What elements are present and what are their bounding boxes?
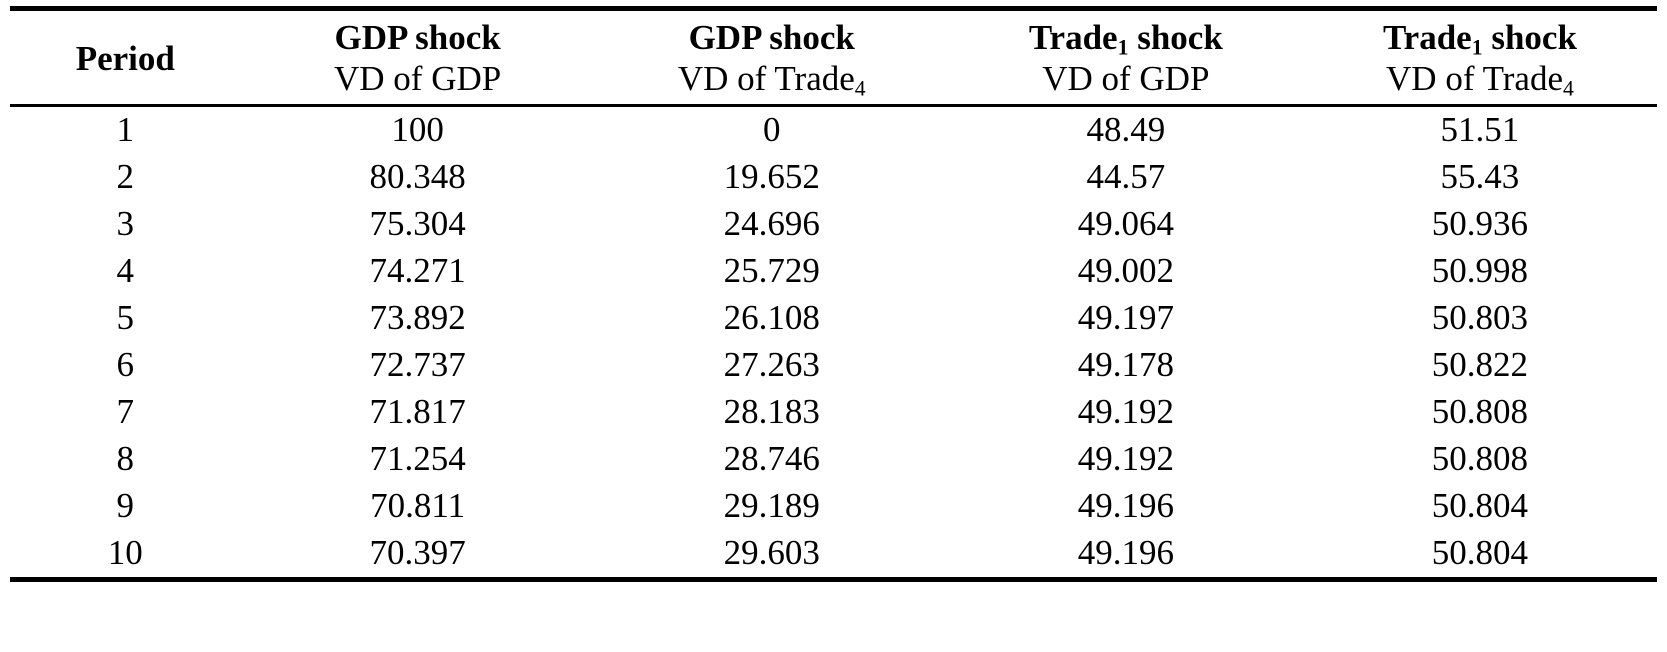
value-cell: 50.822 bbox=[1431, 345, 1529, 385]
value-cell: 51.51 bbox=[1440, 110, 1520, 150]
header-vd-label: VD of Trade4 bbox=[1386, 59, 1574, 101]
table-row: 8 71.254 28.746 49.192 50.808 bbox=[10, 436, 1657, 483]
period-cell: 2 bbox=[116, 157, 135, 197]
value-cell: 71.254 bbox=[369, 439, 466, 479]
value-cell: 55.43 bbox=[1440, 157, 1520, 197]
period-cell: 6 bbox=[116, 345, 135, 385]
value-cell: 50.998 bbox=[1431, 251, 1529, 291]
table-row: 1 100 0 48.49 51.51 bbox=[10, 105, 1657, 154]
header-shock-label: Trade1 shock bbox=[1382, 18, 1577, 60]
value-cell: 28.746 bbox=[723, 439, 820, 479]
value-cell: 49.064 bbox=[1077, 204, 1174, 244]
table-row: 2 80.348 19.652 44.57 55.43 bbox=[10, 154, 1657, 201]
col-header-period: Period bbox=[10, 8, 241, 107]
table-row: 5 73.892 26.108 49.197 50.803 bbox=[10, 295, 1657, 342]
value-cell: 49.002 bbox=[1077, 251, 1174, 291]
header-vd-label: VD of Trade4 bbox=[677, 59, 866, 101]
col-header-trade1-shock-vd-trade4: Trade1 shock VD of Trade4 bbox=[1302, 8, 1657, 107]
value-cell: 50.936 bbox=[1431, 204, 1529, 244]
period-cell: 4 bbox=[116, 251, 135, 291]
value-cell: 50.804 bbox=[1431, 486, 1529, 526]
table-row: 9 70.811 29.189 49.196 50.804 bbox=[10, 483, 1657, 530]
value-cell: 27.263 bbox=[723, 345, 820, 385]
period-cell: 7 bbox=[116, 392, 135, 432]
table-row: 10 70.397 29.603 49.196 50.804 bbox=[10, 530, 1657, 580]
table-row: 7 71.817 28.183 49.192 50.808 bbox=[10, 389, 1657, 436]
value-cell: 71.817 bbox=[369, 392, 466, 432]
header-shock-label: Trade1 shock bbox=[1028, 18, 1223, 60]
value-cell: 0 bbox=[762, 110, 781, 150]
value-cell: 74.271 bbox=[369, 251, 466, 291]
table-row: 6 72.737 27.263 49.178 50.822 bbox=[10, 342, 1657, 389]
value-cell: 29.603 bbox=[723, 533, 820, 573]
period-cell: 10 bbox=[107, 533, 143, 573]
value-cell: 49.178 bbox=[1077, 345, 1174, 385]
value-cell: 49.197 bbox=[1077, 298, 1174, 338]
value-cell: 44.57 bbox=[1086, 157, 1166, 197]
period-cell: 9 bbox=[116, 486, 135, 526]
header-period-label: Period bbox=[75, 38, 175, 78]
value-cell: 49.196 bbox=[1077, 533, 1174, 573]
value-cell: 25.729 bbox=[723, 251, 820, 291]
header-vd-label: VD of GDP bbox=[1042, 59, 1210, 99]
table-row: 3 75.304 24.696 49.064 50.936 bbox=[10, 201, 1657, 248]
value-cell: 26.108 bbox=[723, 298, 820, 338]
col-header-gdp-shock-vd-gdp: GDP shock VD of GDP bbox=[240, 8, 595, 107]
header-shock-label: GDP shock bbox=[688, 18, 855, 57]
header-shock-label: GDP shock bbox=[334, 18, 501, 57]
value-cell: 49.192 bbox=[1077, 392, 1174, 432]
value-cell: 72.737 bbox=[369, 345, 466, 385]
value-cell: 73.892 bbox=[369, 298, 466, 338]
value-cell: 28.183 bbox=[723, 392, 820, 432]
period-cell: 3 bbox=[116, 204, 135, 244]
table-header: Period GDP shock VD of GDP GDP shock VD … bbox=[10, 8, 1657, 107]
value-cell: 80.348 bbox=[369, 157, 466, 197]
col-header-gdp-shock-vd-trade4: GDP shock VD of Trade4 bbox=[594, 8, 949, 107]
value-cell: 19.652 bbox=[723, 157, 820, 197]
period-cell: 1 bbox=[116, 110, 135, 150]
value-cell: 49.196 bbox=[1077, 486, 1174, 526]
value-cell: 50.808 bbox=[1431, 392, 1529, 432]
value-cell: 48.49 bbox=[1086, 110, 1166, 150]
value-cell: 75.304 bbox=[369, 204, 466, 244]
header-vd-label: VD of GDP bbox=[334, 59, 502, 99]
col-header-trade1-shock-vd-gdp: Trade1 shock VD of GDP bbox=[948, 8, 1303, 107]
header-row: Period GDP shock VD of GDP GDP shock VD … bbox=[10, 8, 1657, 107]
value-cell: 70.811 bbox=[370, 486, 466, 526]
value-cell: 50.808 bbox=[1431, 439, 1529, 479]
value-cell: 49.192 bbox=[1077, 439, 1174, 479]
table-row: 4 74.271 25.729 49.002 50.998 bbox=[10, 248, 1657, 295]
value-cell: 50.803 bbox=[1431, 298, 1529, 338]
value-cell: 24.696 bbox=[723, 204, 820, 244]
period-cell: 8 bbox=[116, 439, 135, 479]
table-body: 1 100 0 48.49 51.51 2 80.348 19.652 44.57 55.43 3 7… bbox=[10, 105, 1657, 579]
value-cell: 100 bbox=[391, 110, 444, 150]
variance-decomposition-table: Period GDP shock VD of GDP GDP shock VD … bbox=[10, 6, 1657, 582]
period-cell: 5 bbox=[116, 298, 135, 338]
value-cell: 70.397 bbox=[369, 533, 466, 573]
value-cell: 29.189 bbox=[723, 486, 820, 526]
value-cell: 50.804 bbox=[1431, 533, 1529, 573]
